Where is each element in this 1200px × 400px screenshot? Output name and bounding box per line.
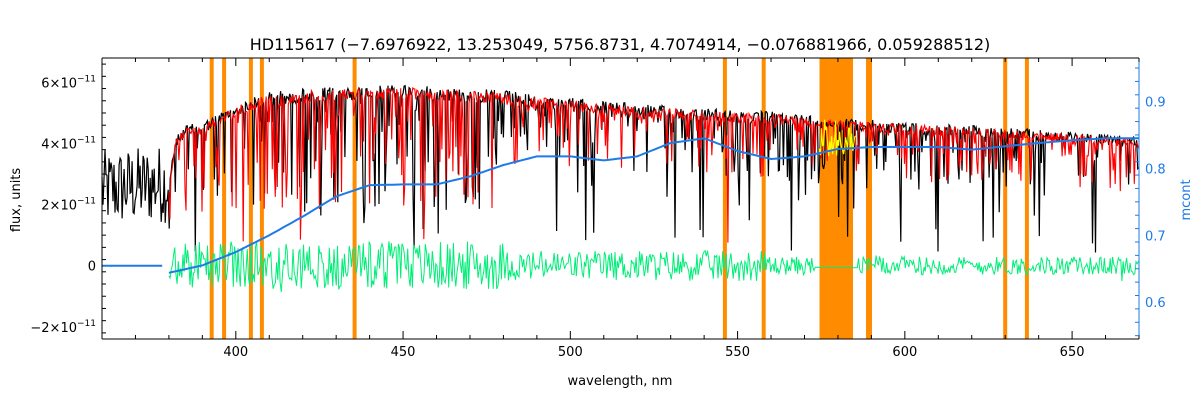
y-right-tick-label: 0.8 — [1145, 162, 1166, 177]
x-tick-label: 450 — [391, 345, 416, 360]
masked-line-mark — [868, 58, 872, 339]
y-left-tick-label: 4×10−11 — [41, 136, 96, 153]
x-tick-label: 500 — [558, 345, 583, 360]
y-right-tick-label: 0.6 — [1145, 296, 1166, 311]
y-left-tick-label: −2×10−11 — [30, 319, 96, 336]
y-right-tick-label: 0.7 — [1145, 229, 1166, 244]
model-flux-layer — [168, 86, 1139, 243]
x-tick-label: 400 — [223, 345, 248, 360]
highlight-layer — [818, 119, 857, 157]
model-flux-series — [168, 86, 1139, 243]
masked-line-mark — [1024, 58, 1029, 339]
residuals-layer — [168, 241, 1139, 293]
highlight-series — [818, 119, 857, 157]
masked-line-mark — [248, 58, 253, 339]
continuum-layer — [102, 137, 1139, 274]
masked-line-mark — [761, 58, 766, 339]
masked-line-mark — [209, 58, 214, 339]
x-tick-label: 600 — [892, 345, 917, 360]
masked-line-mark — [722, 58, 727, 339]
continuum-right-series — [168, 137, 1139, 274]
masked-line-mark — [259, 58, 264, 339]
y-axis-label-right: mcont — [1179, 179, 1194, 220]
x-axis-label: wavelength, nm — [568, 374, 673, 389]
y-left-tick-label: 2×10−11 — [41, 197, 96, 214]
y-axis-label-left: flux, units — [9, 168, 24, 233]
masked-line-mark — [1003, 58, 1008, 339]
masked-line-mark — [222, 58, 227, 339]
y-left-tick-label: 0 — [88, 260, 96, 275]
axes-layer: 400 450 500 550 600 650 −2×10−11 0 2×10−11 4×10−1… — [30, 57, 1166, 360]
y-right-tick-label: 0.9 — [1145, 95, 1166, 110]
masked-line-mark — [352, 58, 357, 339]
x-tick-label: 650 — [1060, 345, 1085, 360]
residuals-series — [168, 241, 1139, 293]
y-left-tick-label: 6×10−11 — [41, 74, 96, 91]
chart-title: HD115617 (−7.6976922, 13.253049, 5756.87… — [250, 35, 991, 54]
x-tick-label: 550 — [725, 345, 750, 360]
